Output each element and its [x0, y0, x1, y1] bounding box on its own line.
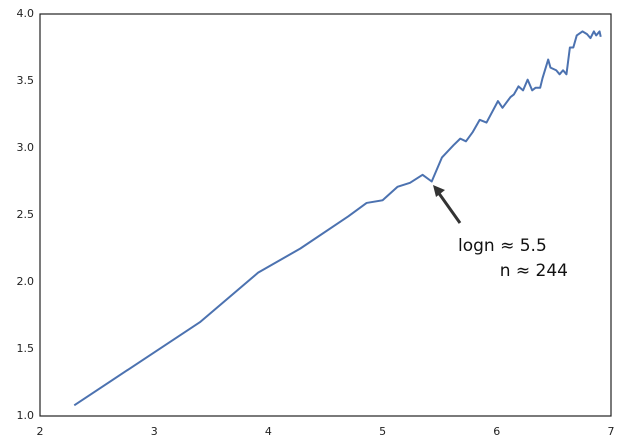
plot-frame	[39, 13, 612, 417]
y-tick-label: 1.0	[17, 409, 35, 422]
x-tick-label: 7	[608, 425, 615, 438]
y-tick-label: 3.5	[17, 74, 35, 87]
x-tick-label: 6	[493, 425, 500, 438]
y-tick-label: 2.5	[17, 208, 35, 221]
x-tick-label: 5	[379, 425, 386, 438]
x-tick-label: 4	[265, 425, 272, 438]
y-tick-label: 3.0	[17, 141, 35, 154]
data-line	[73, 30, 602, 407]
annotation: n ≈ 244	[500, 261, 568, 281]
y-tick-label: 2.0	[17, 275, 35, 288]
y-tick-label: 4.0	[17, 7, 35, 20]
y-tick-label: 1.5	[17, 342, 35, 355]
arrow-shaft	[436, 191, 462, 224]
arrow-head	[433, 185, 445, 197]
x-tick-label: 3	[151, 425, 158, 438]
x-tick-label: 2	[37, 425, 44, 438]
annotation: logn ≈ 5.5	[458, 236, 547, 256]
